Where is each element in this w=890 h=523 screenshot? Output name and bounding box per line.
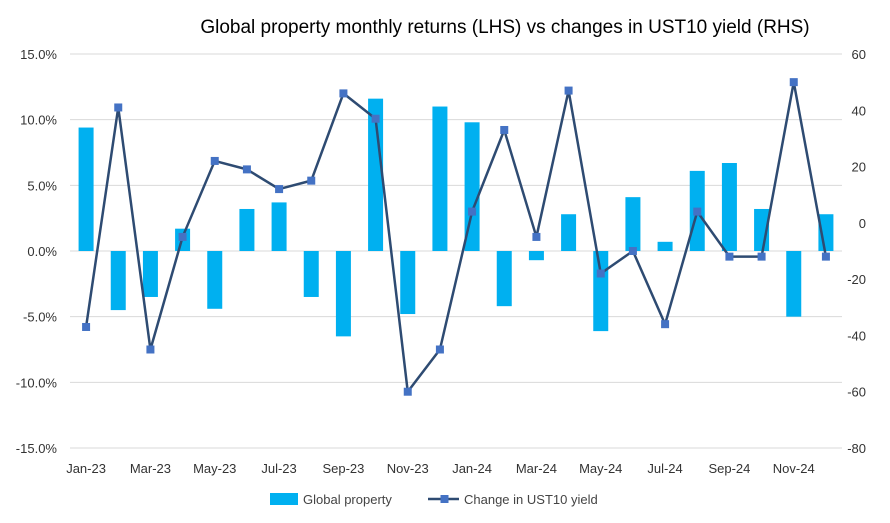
- bar: [368, 98, 384, 251]
- x-axis-ticks: Jan-23 Mar-23 May-23 Jul-23 Sep-23 Nov-23 Jan-…: [66, 461, 815, 476]
- line-point: [403, 387, 412, 396]
- right-tick-label: -40: [847, 328, 866, 343]
- bar: [496, 251, 512, 307]
- bar: [432, 106, 448, 252]
- right-tick-label: 60: [852, 47, 866, 62]
- left-tick-label: 15.0%: [20, 47, 57, 62]
- line-point: [757, 252, 766, 261]
- x-tick-label: Nov-23: [387, 461, 429, 476]
- left-tick-label: -5.0%: [23, 310, 57, 325]
- line-point: [435, 345, 444, 354]
- line-point: [307, 176, 316, 185]
- left-tick-label: -10.0%: [16, 375, 58, 390]
- bar: [593, 251, 609, 332]
- legend-label-global-property: Global property: [303, 492, 392, 507]
- line-point: [339, 89, 348, 98]
- x-tick-label: Nov-24: [773, 461, 815, 476]
- line-point: [178, 232, 187, 241]
- left-tick-label: -15.0%: [16, 441, 58, 456]
- x-tick-label: Sep-24: [708, 461, 750, 476]
- line-point: [500, 125, 509, 134]
- left-tick-label: 5.0%: [27, 178, 57, 193]
- bar: [400, 251, 416, 315]
- x-tick-label: Sep-23: [322, 461, 364, 476]
- line-point: [82, 322, 91, 331]
- x-tick-label: Jul-23: [261, 461, 296, 476]
- bar: [625, 197, 641, 251]
- legend: Global property Change in UST10 yield: [270, 492, 598, 507]
- bar: [303, 251, 319, 297]
- line-point: [821, 252, 830, 261]
- line-point: [114, 103, 123, 112]
- ust10-line: [84, 80, 828, 393]
- bar: [561, 214, 577, 251]
- left-axis-ticks: 15.0% 10.0% 5.0% 0.0% -5.0% -10.0% -15.0%: [16, 47, 58, 456]
- right-tick-label: -20: [847, 272, 866, 287]
- line-point: [661, 320, 670, 329]
- x-tick-label: Jul-24: [647, 461, 682, 476]
- bar: [207, 251, 223, 309]
- right-tick-label: -60: [847, 385, 866, 400]
- line-point: [532, 232, 541, 241]
- right-tick-label: 40: [852, 103, 866, 118]
- line-point: [628, 247, 637, 255]
- gridlines: [70, 53, 842, 449]
- line-point: [275, 185, 284, 194]
- x-tick-label: Jan-24: [452, 461, 492, 476]
- line-point: [468, 207, 477, 216]
- bar: [464, 122, 480, 251]
- right-tick-label: 20: [852, 160, 866, 175]
- bar: [528, 251, 544, 261]
- right-tick-label: -80: [847, 441, 866, 456]
- left-tick-label: 0.0%: [27, 244, 57, 259]
- bar: [110, 251, 126, 311]
- chart-title: Global property monthly returns (LHS) vs…: [200, 17, 809, 38]
- left-tick-label: 10.0%: [20, 113, 57, 128]
- bar: [657, 241, 673, 251]
- line-point: [210, 156, 219, 165]
- legend-marker-ust10: [440, 495, 449, 503]
- line-point: [725, 252, 734, 261]
- bar: [142, 251, 158, 297]
- legend-swatch-global-property: [270, 493, 298, 505]
- bar: [271, 202, 287, 251]
- line-point: [146, 345, 155, 354]
- bar: [721, 163, 737, 251]
- line-point: [693, 207, 702, 216]
- bar: [335, 251, 351, 337]
- x-tick-label: Mar-23: [130, 461, 171, 476]
- line-series: [82, 78, 830, 396]
- x-tick-label: Jan-23: [66, 461, 106, 476]
- x-tick-label: May-24: [579, 461, 622, 476]
- right-axis-ticks: 60 40 20 0 -20 -40 -60 -80: [847, 47, 866, 456]
- line-point: [789, 78, 798, 87]
- line-point: [564, 86, 573, 95]
- legend-label-ust10: Change in UST10 yield: [464, 492, 598, 507]
- bar: [78, 127, 94, 251]
- line-point: [371, 114, 380, 123]
- bar: [786, 251, 802, 317]
- line-point: [242, 165, 251, 174]
- bar: [239, 208, 255, 251]
- line-point: [596, 269, 605, 278]
- x-tick-label: May-23: [193, 461, 236, 476]
- x-tick-label: Mar-24: [516, 461, 557, 476]
- right-tick-label: 0: [859, 216, 866, 231]
